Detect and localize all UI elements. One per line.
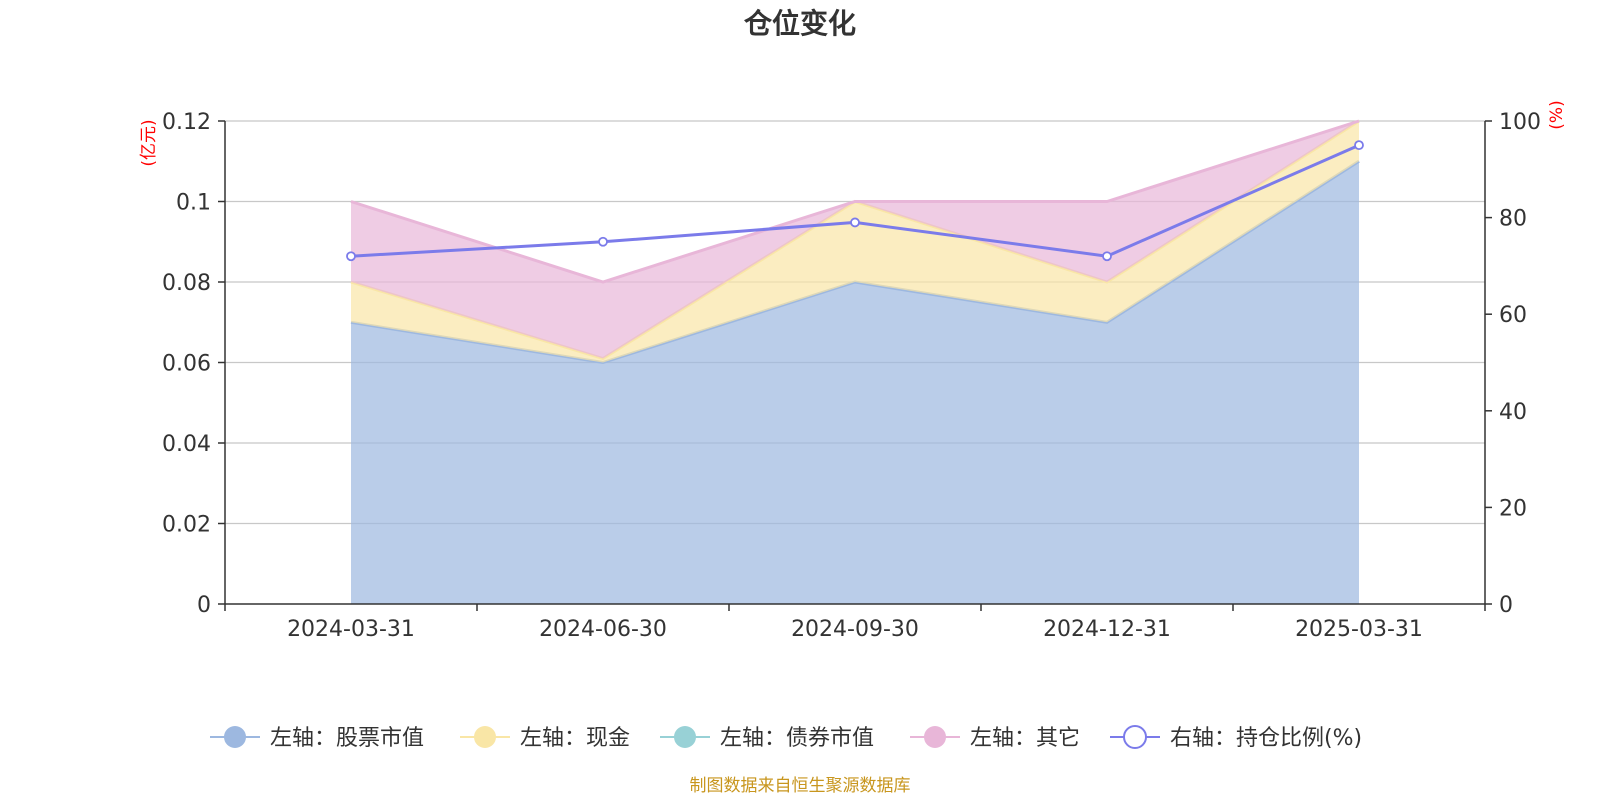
line-point — [1354, 140, 1364, 151]
right-axis-tick-label: 100 — [1499, 110, 1541, 135]
line-point — [1102, 251, 1112, 262]
left-axis-tick-label: 0 — [197, 593, 211, 618]
x-axis-tick-label: 2025-03-31 — [1295, 617, 1423, 642]
left-axis-tick-label: 0.06 — [162, 352, 211, 377]
legend-swatch-marker — [924, 726, 946, 748]
legend-item-2[interactable]: 左轴：债券市值 — [660, 726, 874, 751]
left-axis-unit: (亿元) — [139, 119, 159, 166]
right-axis-tick-label: 60 — [1499, 303, 1527, 328]
right-axis-tick-label: 20 — [1499, 496, 1527, 521]
ratio-line-series — [346, 140, 1364, 262]
area-fill-series-1 — [351, 121, 1359, 363]
data-source-note: 制图数据来自恒生聚源数据库 — [690, 776, 911, 796]
legend-item-3[interactable]: 左轴：其它 — [910, 726, 1080, 751]
right-axis-tick-label: 80 — [1499, 207, 1527, 232]
right-axis-tick-label: 0 — [1499, 593, 1513, 618]
area-series — [350, 119, 1360, 604]
legend-label: 左轴：债券市值 — [720, 726, 874, 751]
chart-title: 仓位变化 — [744, 7, 856, 40]
left-axis-tick-label: 0.1 — [176, 191, 211, 216]
x-axis-tick-label: 2024-03-31 — [287, 617, 415, 642]
area-fill-series-3 — [351, 121, 1359, 359]
left-axis-tick-label: 0.02 — [162, 513, 211, 538]
line-point — [850, 217, 860, 228]
legend-item-4[interactable]: 右轴：持仓比例(%) — [1110, 725, 1362, 751]
legend-item-1[interactable]: 左轴：现金 — [460, 726, 630, 751]
legend-label: 左轴：其它 — [970, 726, 1080, 751]
legend-item-0[interactable]: 左轴：股票市值 — [210, 726, 424, 751]
x-axis-tick-label: 2024-09-30 — [791, 617, 919, 642]
legend-swatch-marker — [1123, 725, 1147, 749]
legend-label: 右轴：持仓比例(%) — [1170, 726, 1362, 751]
legend-label: 左轴：现金 — [520, 726, 630, 751]
right-axis-unit: (%) — [1547, 100, 1567, 129]
right-axis-tick-label: 40 — [1499, 400, 1527, 425]
axes: 0 0.02 0.04 0.06 0.08 0.1 0.12 0 20 40 60 80 100 2024… — [162, 110, 1541, 642]
area-fill-series-0 — [351, 161, 1359, 604]
left-axis-tick-label: 0.04 — [162, 432, 211, 457]
legend-label: 左轴：股票市值 — [270, 726, 424, 751]
legend-swatch-marker — [674, 726, 696, 748]
legend-swatch-marker — [224, 726, 246, 748]
left-axis-tick-label: 0.08 — [162, 271, 211, 296]
x-axis-tick-label: 2024-12-31 — [1043, 617, 1171, 642]
line-point — [346, 251, 356, 262]
line-point — [598, 236, 608, 247]
left-axis-tick-label: 0.12 — [162, 110, 211, 135]
area-edge-series-3 — [350, 119, 1360, 284]
x-axis-tick-label: 2024-06-30 — [539, 617, 667, 642]
legend-swatch-marker — [474, 726, 496, 748]
legend[interactable]: 左轴：股票市值 左轴：现金 左轴：债券市值 左轴：其它 右轴：持仓比例(%) — [210, 725, 1362, 751]
